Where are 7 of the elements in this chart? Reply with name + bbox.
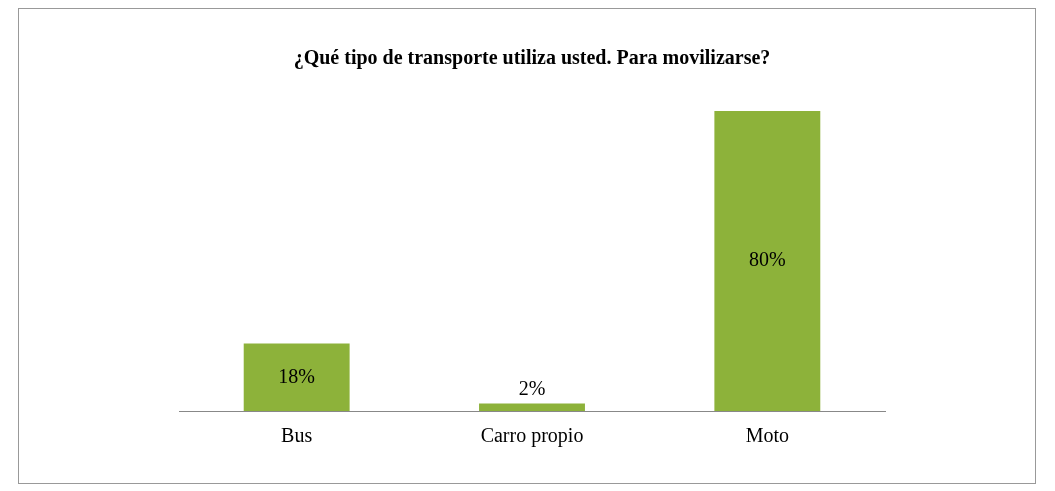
- chart-title: ¿Qué tipo de transporte utiliza usted. Para movilizarse?: [293, 46, 771, 70]
- x-tick-label: Moto: [745, 424, 790, 447]
- x-tick-label: Bus: [281, 424, 313, 447]
- data-label: 2%: [518, 376, 546, 399]
- data-label: 80%: [749, 248, 786, 271]
- x-tick-label: Carro propio: [480, 424, 584, 448]
- data-label: 18%: [278, 364, 315, 387]
